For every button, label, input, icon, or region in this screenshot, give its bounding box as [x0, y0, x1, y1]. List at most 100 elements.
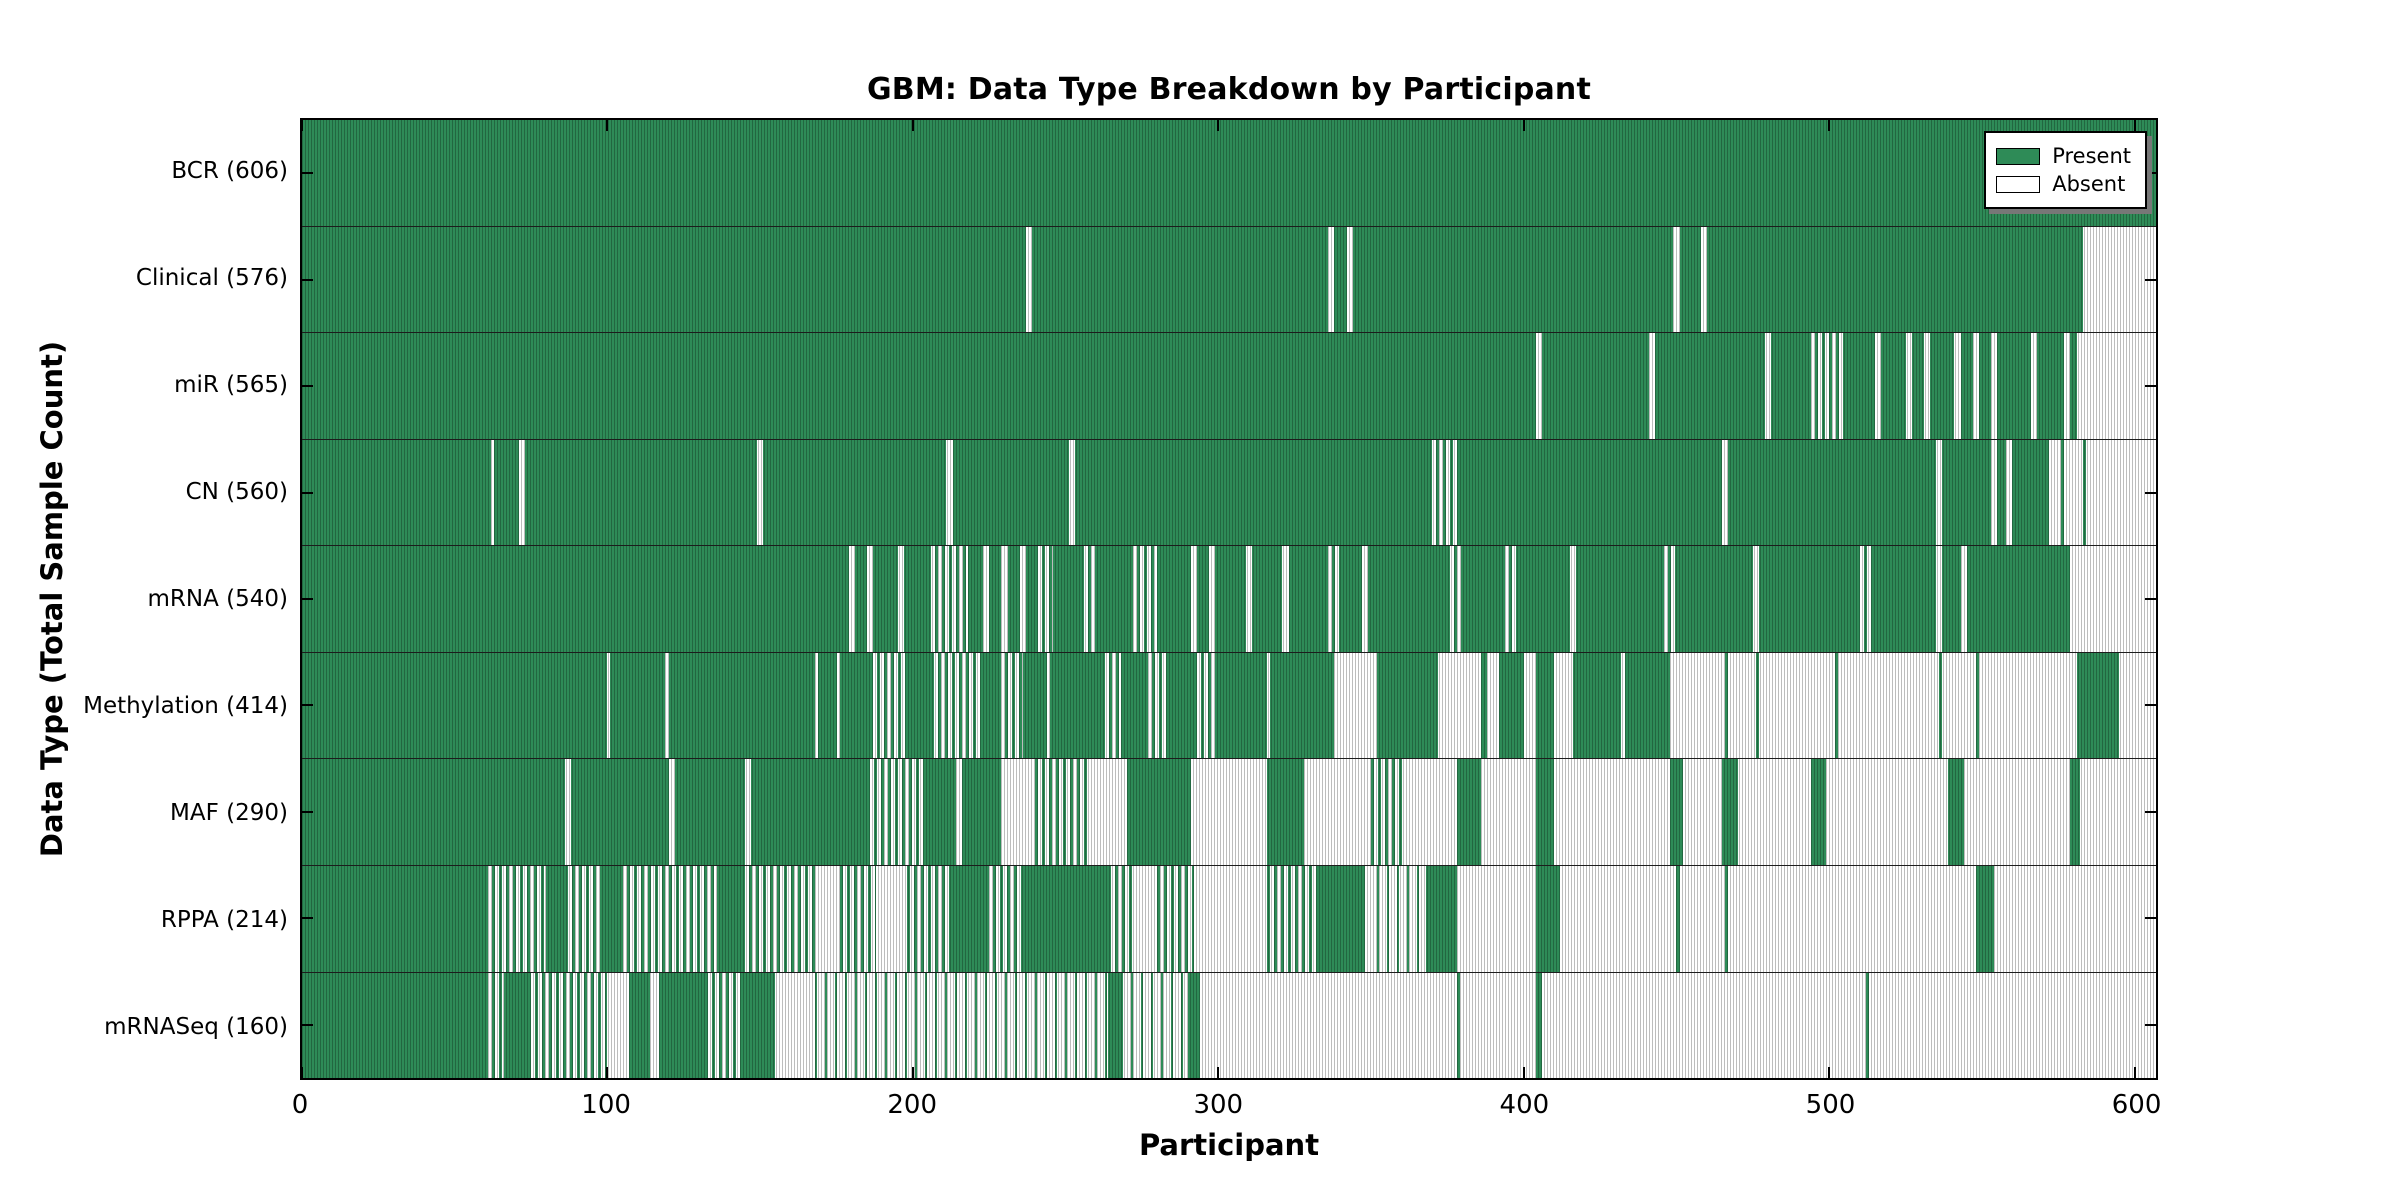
legend-absent-label: Absent — [2052, 172, 2126, 196]
cell-segment-mixed-dense — [619, 865, 718, 972]
cell-segment-present — [1676, 865, 1680, 972]
heatmap-row-miR — [302, 333, 2156, 440]
cell-segment-mixed-dense — [998, 652, 1023, 759]
cell-segment-present — [524, 439, 758, 546]
y-tick-mark — [2145, 598, 2156, 600]
cell-segment-absent — [744, 759, 751, 865]
cell-segment-present — [1911, 333, 1924, 439]
cell-segment-present — [2012, 439, 2050, 546]
cell-segment-present — [2082, 439, 2086, 546]
cell-segment-present — [1942, 546, 1961, 652]
cell-segment-present — [1218, 652, 1268, 759]
cell-segment-absent — [1838, 652, 1940, 759]
cell-segment-present — [906, 652, 932, 759]
y-tick-mark — [2145, 172, 2156, 175]
cell-segment-present — [1517, 546, 1570, 652]
y-tick-mark — [2145, 278, 2156, 281]
x-tick-mark — [1828, 1067, 1831, 1078]
cell-segment-present — [1755, 652, 1759, 759]
cell-segment-absent — [2085, 439, 2156, 546]
cell-segment-absent — [1670, 652, 1726, 759]
chart-title: GBM: Data Type Breakdown by Participant — [866, 72, 1592, 107]
cell-segment-absent — [1905, 333, 1912, 439]
cell-segment-present — [2036, 333, 2065, 439]
cell-segment-absent — [1361, 546, 1368, 652]
cell-segment-absent — [1621, 652, 1625, 759]
cell-segment-present — [717, 865, 742, 972]
cell-segment-absent — [1542, 972, 1866, 1079]
cell-segment-absent — [1245, 546, 1252, 652]
cell-segment-absent — [1673, 226, 1680, 333]
cell-segment-present — [1722, 759, 1738, 865]
cell-segment-present — [1367, 546, 1448, 652]
x-tick-mark — [1828, 120, 1831, 131]
cell-segment-absent — [1047, 652, 1051, 759]
cell-segment-present — [302, 759, 565, 865]
heatmap-row-mRNASeq — [302, 972, 2156, 1079]
cell-segment-absent — [1936, 439, 1943, 546]
x-tick-label: 0 — [291, 1090, 309, 1120]
x-tick-label: 500 — [1805, 1090, 1856, 1120]
cell-segment-absent — [1090, 759, 1127, 865]
cell-segment-present — [302, 972, 486, 1079]
cell-segment-present — [839, 652, 871, 759]
x-tick-mark — [606, 120, 609, 131]
cell-segment-absent — [946, 439, 953, 546]
x-tick-label: 100 — [581, 1090, 631, 1120]
cell-segment-absent — [955, 759, 962, 865]
cell-segment-present — [1575, 546, 1662, 652]
cell-segment-present — [1960, 333, 1973, 439]
y-tick-mark — [302, 1023, 313, 1026]
cell-segment-present — [763, 439, 947, 546]
cell-segment-mixed-dense — [1429, 439, 1460, 546]
cell-segment-absent — [1132, 865, 1158, 972]
x-tick-label: 600 — [2111, 1090, 2162, 1120]
cell-segment-present — [1456, 972, 1460, 1079]
cell-segment-absent — [1868, 972, 2156, 1079]
row-label-mRNA: mRNA (540) — [147, 586, 288, 612]
cell-segment-present — [1031, 226, 1329, 333]
y-tick-mark — [2145, 704, 2156, 707]
cell-segment-present — [610, 652, 666, 759]
cell-segment-absent — [1456, 865, 1536, 972]
cell-segment-present — [1707, 226, 2083, 333]
cell-segment-present — [2070, 333, 2077, 439]
cell-segment-present — [1334, 226, 1347, 333]
cell-segment-mixed-dense — [1129, 546, 1158, 652]
cell-segment-present — [1771, 333, 1808, 439]
cell-segment-present — [1997, 439, 2007, 546]
cell-segment-present — [1572, 652, 1622, 759]
cell-segment-present — [1462, 546, 1503, 652]
cell-segment-present — [302, 439, 492, 546]
cell-segment-absent — [848, 546, 855, 652]
cell-segment-present — [741, 972, 776, 1079]
cell-segment-absent — [2049, 439, 2062, 546]
cell-segment-present — [668, 652, 816, 759]
cell-segment-present — [1725, 865, 1729, 972]
cell-segment-absent — [1991, 333, 1998, 439]
cell-segment-mixed-dense — [1661, 546, 1677, 652]
cell-segment-present — [1535, 652, 1555, 759]
cell-segment-absent — [1978, 652, 2077, 759]
cell-segment-absent — [1303, 759, 1372, 865]
cell-segment-absent — [1728, 652, 1756, 759]
cell-segment-present — [1975, 652, 1979, 759]
cell-segment-present — [1871, 546, 1937, 652]
cell-segment-present — [1948, 759, 1964, 865]
cell-segment-mixed-dense — [1035, 546, 1054, 652]
x-tick-mark — [1217, 120, 1220, 131]
cell-segment-present — [1728, 439, 1937, 546]
cell-segment-present — [1169, 652, 1194, 759]
cell-segment-absent — [1438, 652, 1481, 759]
cell-segment-present — [1215, 546, 1246, 652]
cell-segment-mixed-sparse — [1120, 972, 1188, 1079]
legend-present-swatch — [1996, 147, 2041, 165]
cell-segment-present — [1377, 652, 1439, 759]
y-tick-mark — [2145, 491, 2156, 494]
cell-segment-mixed-sparse — [1377, 865, 1426, 972]
row-label-mRNASeq: mRNASeq (160) — [104, 1013, 288, 1040]
cell-segment-absent — [775, 972, 816, 1079]
legend-present-label: Present — [2052, 144, 2131, 168]
y-tick-mark — [302, 491, 313, 494]
cell-segment-present — [1187, 972, 1200, 1079]
